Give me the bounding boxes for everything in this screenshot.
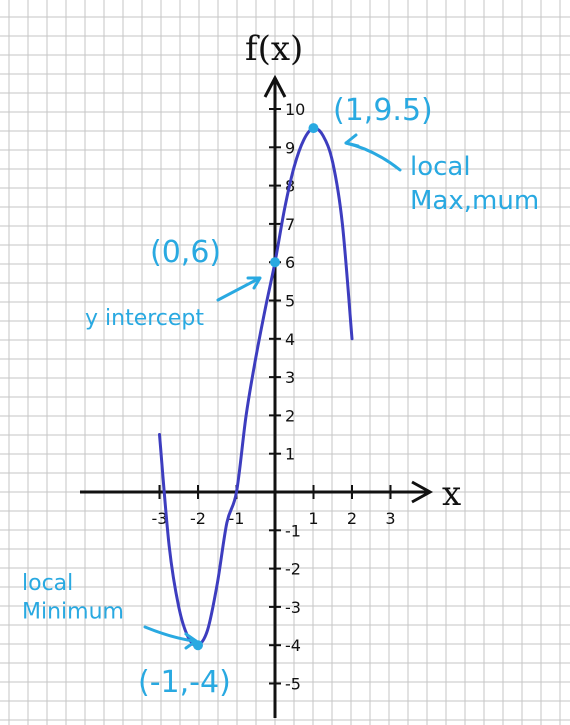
local-maximum-point — [308, 123, 319, 134]
y-tick-label: 10 — [285, 100, 305, 119]
function-curve — [158, 126, 354, 647]
series — [158, 126, 354, 647]
y-tick-label: 4 — [285, 330, 295, 349]
y-intercept-coord-label: (0,6) — [150, 235, 221, 270]
x-tick-label: 3 — [385, 509, 395, 528]
y-tick-label: -3 — [285, 598, 301, 617]
y-intercept-arrowhead — [246, 276, 262, 290]
y-tick-label: 6 — [285, 253, 295, 272]
local-maximum-arrow — [344, 141, 402, 172]
y-tick-label: 7 — [285, 215, 295, 234]
local-minimum-coord-label: (-1,-4) — [138, 665, 231, 700]
local-minimum-arrowhead — [184, 632, 198, 650]
local-maximum-coord-label: (1,9.5) — [333, 93, 433, 128]
y-tick-label: 9 — [285, 138, 295, 157]
y-intercept-arrow — [216, 277, 260, 302]
y-tick-label: -1 — [285, 521, 301, 540]
y-tick-label: 2 — [285, 406, 295, 425]
local-minimum-note: local Minimum — [22, 571, 124, 625]
y-tick-label: -2 — [285, 560, 301, 579]
x-tick-label: -2 — [190, 509, 206, 528]
annotations: (1,9.5) local Max,mum (0,6) y intercept (-1,-… — [22, 93, 539, 700]
x-tick-label: 1 — [308, 509, 318, 528]
y-tick-label: 1 — [285, 445, 295, 464]
y-tick-label: 5 — [285, 292, 295, 311]
y-intercept-point — [270, 257, 280, 268]
x-tick-label: 2 — [347, 509, 357, 528]
y-tick-label: -5 — [285, 675, 301, 694]
axes — [80, 74, 434, 718]
local-maximum-arrowhead — [344, 133, 360, 148]
y-tick-label: 3 — [285, 368, 295, 387]
local-maximum-note: local Max,mum — [410, 152, 539, 216]
y-axis-arrow — [263, 74, 287, 98]
x-tick-label: -1 — [229, 509, 245, 528]
x-axis-label: x — [442, 474, 461, 514]
x-tick-label: -3 — [152, 509, 168, 528]
y-tick-label: -4 — [285, 636, 301, 655]
y-axis-label: f(x) — [245, 29, 303, 69]
y-intercept-note: y intercept — [85, 306, 204, 331]
x-axis-arrow — [411, 480, 434, 504]
local-minimum-arrow — [143, 625, 196, 643]
